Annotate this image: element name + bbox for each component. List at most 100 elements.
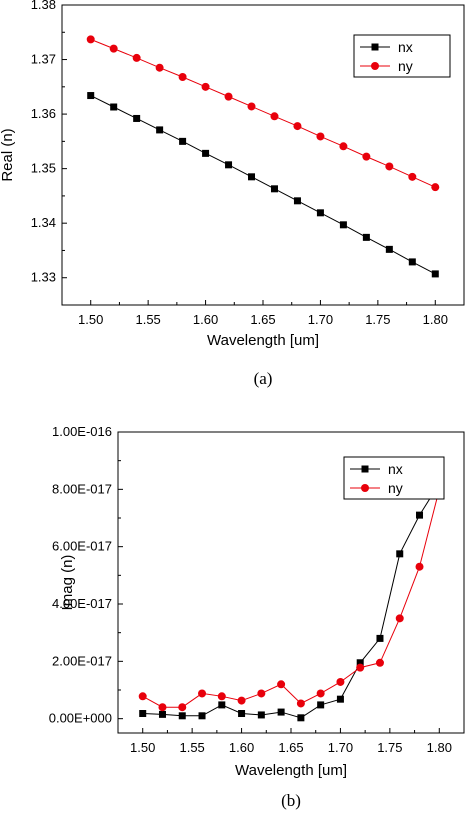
- data-point-nx: [158, 710, 166, 718]
- series-line-ny: [90, 38, 436, 188]
- x-axis-label: Wavelength [um]: [207, 332, 319, 349]
- data-point-nx: [416, 511, 424, 519]
- data-point-ny: [362, 152, 371, 161]
- data-point-ny: [217, 692, 226, 701]
- y-tick-label: 1.00E-016: [52, 424, 112, 439]
- data-point-ny: [277, 680, 286, 689]
- legend-label-ny: ny: [388, 480, 403, 496]
- y-tick-label: 1.35: [31, 161, 56, 176]
- legend-label-nx: nx: [388, 461, 403, 477]
- x-tick-label: 1.60: [229, 740, 254, 755]
- data-point-nx: [385, 245, 393, 253]
- data-point-nx: [316, 209, 324, 217]
- data-point-ny: [293, 122, 302, 131]
- data-point-ny: [138, 692, 147, 701]
- data-point-nx: [356, 659, 364, 667]
- series-line-nx: [90, 95, 436, 275]
- legend-box: [353, 34, 451, 78]
- data-point-nx: [133, 114, 141, 122]
- legend-box: [343, 456, 445, 500]
- legend-marker-nx: [371, 43, 379, 51]
- legend-marker-ny: [371, 62, 379, 70]
- legend: nx ny: [343, 456, 445, 500]
- data-point-nx: [238, 710, 246, 718]
- data-point-ny: [237, 696, 246, 705]
- data-point-nx: [225, 161, 233, 169]
- y-tick-label: 1.37: [31, 52, 56, 67]
- y-tick-label: 8.00E-017: [52, 481, 112, 496]
- y-tick-label: 0.00E+000: [49, 711, 112, 726]
- data-point-ny: [257, 689, 266, 698]
- data-point-ny: [408, 172, 417, 181]
- y-tick-label: 6.00E-017: [52, 539, 112, 554]
- x-tick-label: 1.55: [135, 312, 160, 327]
- data-point-nx: [336, 695, 344, 703]
- panel-caption: (a): [254, 369, 273, 388]
- legend-label-ny: ny: [398, 58, 413, 74]
- data-point-ny: [178, 73, 187, 81]
- data-point-nx: [178, 712, 186, 720]
- data-point-ny: [336, 677, 345, 686]
- series-ny: [86, 35, 440, 192]
- data-point-nx: [257, 711, 265, 719]
- data-point-ny: [201, 82, 210, 91]
- data-point-nx: [179, 137, 187, 145]
- y-tick-label: 1.38: [31, 0, 56, 12]
- data-point-ny: [375, 658, 384, 667]
- data-point-ny: [431, 183, 440, 192]
- y-tick-label: 1.33: [31, 270, 56, 285]
- data-point-ny: [155, 63, 164, 72]
- data-point-ny: [178, 703, 187, 712]
- y-tick-label: 4.00E-017: [52, 596, 112, 611]
- data-point-ny: [109, 44, 118, 53]
- data-point-nx: [110, 103, 118, 111]
- data-point-nx: [317, 701, 325, 709]
- x-tick-label: 1.60: [193, 312, 218, 327]
- x-tick-label: 1.50: [78, 312, 103, 327]
- data-point-ny: [415, 562, 424, 571]
- data-point-ny: [86, 35, 95, 44]
- data-point-nx: [297, 714, 305, 722]
- x-tick-label: 1.75: [377, 740, 402, 755]
- data-point-nx: [218, 701, 226, 709]
- legend-marker-ny: [361, 484, 369, 492]
- y-axis-label: Real (n): [0, 128, 16, 181]
- data-point-nx: [376, 634, 384, 642]
- y-tick-label: 1.34: [31, 215, 56, 230]
- series-line-ny: [142, 489, 440, 708]
- x-tick-label: 1.70: [308, 312, 333, 327]
- data-point-nx: [87, 92, 95, 100]
- data-point-nx: [362, 233, 370, 241]
- data-point-nx: [408, 258, 416, 266]
- x-axis-label: Wavelength [um]: [235, 762, 347, 779]
- x-tick-label: 1.50: [130, 740, 155, 755]
- data-point-ny: [395, 614, 404, 623]
- data-point-ny: [385, 162, 394, 171]
- data-point-nx: [202, 149, 210, 157]
- legend: nx ny: [353, 34, 451, 78]
- y-axis-label: Imag (n): [59, 555, 76, 611]
- series-ny: [138, 485, 444, 712]
- data-point-ny: [224, 92, 233, 101]
- data-point-nx: [396, 550, 404, 558]
- data-point-nx: [270, 185, 278, 193]
- x-tick-label: 1.75: [365, 312, 390, 327]
- data-point-nx: [339, 221, 347, 229]
- series-line-nx: [142, 483, 440, 719]
- data-point-ny: [316, 689, 325, 698]
- x-tick-label: 1.80: [423, 312, 448, 327]
- data-point-ny: [198, 689, 207, 698]
- x-tick-label: 1.65: [250, 312, 275, 327]
- data-point-nx: [431, 270, 439, 278]
- data-point-ny: [247, 102, 256, 111]
- chart-panel-b: 1.50 1.55 1.60 1.65 1.70 1.75 1.80 0.00E+000 2.0…: [49, 424, 465, 810]
- data-point-nx: [139, 710, 147, 718]
- x-tick-label: 1.80: [427, 740, 452, 755]
- series-nx: [87, 92, 439, 278]
- data-point-ny: [296, 699, 305, 708]
- legend-marker-nx: [361, 465, 369, 473]
- x-tick-label: 1.55: [179, 740, 204, 755]
- legend-label-nx: nx: [398, 39, 413, 55]
- y-tick-label: 2.00E-017: [52, 653, 112, 668]
